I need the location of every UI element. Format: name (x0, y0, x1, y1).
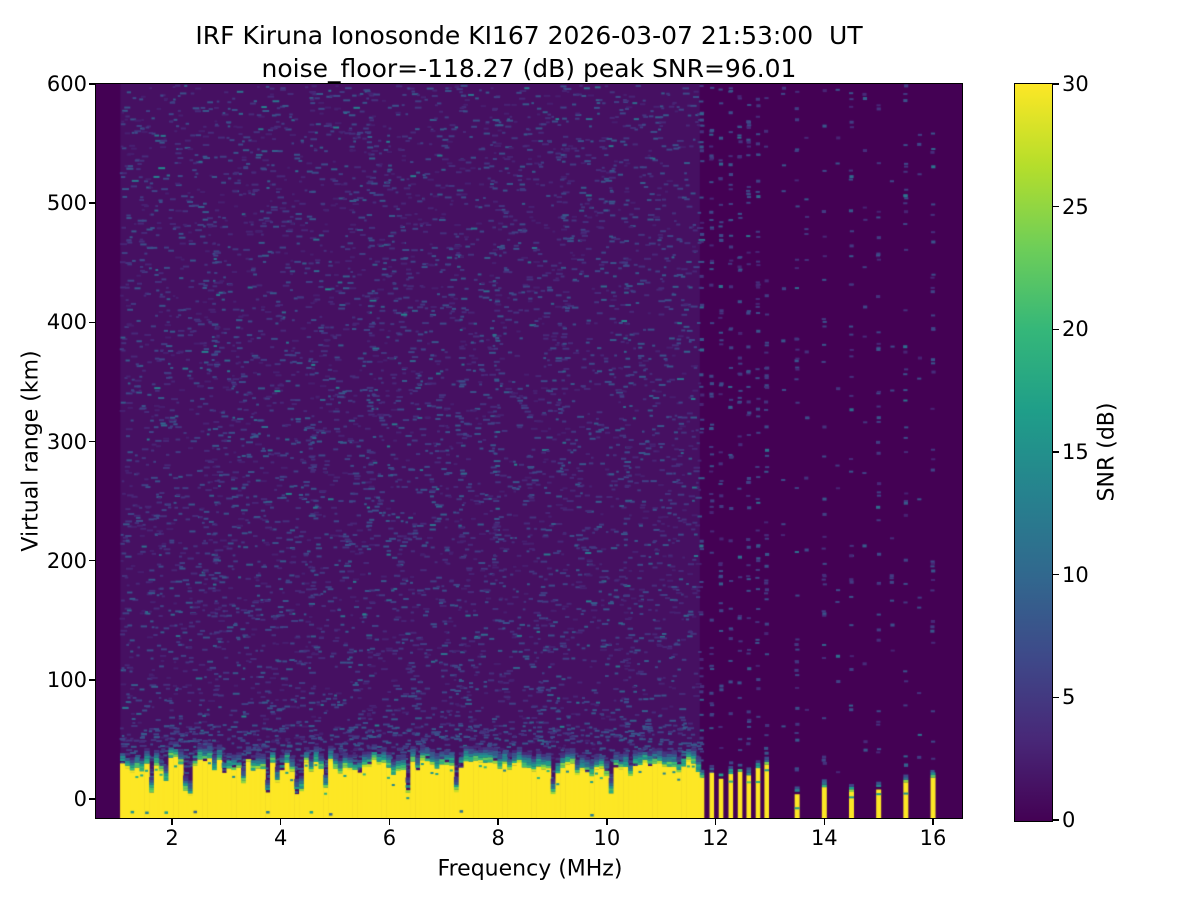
colorbar-tick-label: 30 (1062, 72, 1089, 96)
chart-title: IRF Kiruna Ionosonde KI167 2026-03-07 21… (195, 21, 863, 50)
chart-subtitle: noise_floor=-118.27 (dB) peak SNR=96.01 (261, 54, 797, 83)
colorbar-tick-mark (1053, 573, 1059, 576)
colorbar-tick-mark (1053, 328, 1059, 331)
x-tick-mark (823, 819, 826, 825)
x-tick-label: 14 (810, 826, 838, 850)
colorbar-tick-label: 5 (1062, 685, 1076, 710)
ionogram-heatmap (96, 84, 962, 818)
colorbar-tick-label: 0 (1062, 808, 1076, 832)
y-tick-mark (89, 83, 95, 85)
y-tick-label: 0 (73, 787, 87, 812)
x-tick-mark (279, 819, 282, 825)
y-tick-mark (89, 559, 95, 562)
y-tick-label: 600 (46, 72, 87, 96)
colorbar-tick-mark (1053, 696, 1059, 699)
colorbar-tick-mark (1053, 205, 1059, 208)
y-tick-mark (89, 798, 95, 800)
x-tick-label: 8 (491, 826, 505, 850)
x-tick-label: 2 (165, 826, 179, 850)
y-tick-label: 200 (46, 548, 87, 573)
y-tick-label: 400 (46, 310, 87, 335)
y-tick-label: 100 (46, 667, 87, 692)
y-tick-mark (89, 679, 95, 681)
colorbar-tick-label: 10 (1062, 562, 1089, 587)
colorbar-tick-mark (1053, 451, 1059, 453)
y-tick-label: 500 (46, 191, 87, 216)
x-tick-label: 12 (702, 826, 729, 850)
x-tick-mark (932, 819, 934, 825)
y-tick-mark (89, 440, 95, 443)
x-tick-mark (171, 819, 173, 825)
colorbar-tick-mark (1053, 83, 1059, 85)
colorbar-tick-label: 25 (1062, 194, 1089, 219)
y-tick-label: 300 (46, 429, 87, 454)
plot-area (95, 83, 963, 819)
x-tick-mark (606, 819, 608, 825)
y-tick-mark (89, 321, 95, 324)
x-tick-label: 6 (382, 826, 397, 850)
x-tick-label: 10 (593, 826, 621, 850)
colorbar (1014, 83, 1053, 822)
y-tick-mark (89, 202, 95, 204)
colorbar-tick-label: 20 (1062, 317, 1089, 342)
x-tick-label: 4 (274, 826, 288, 850)
x-tick-mark (388, 819, 391, 825)
x-axis-label: Frequency (MHz) (437, 856, 623, 882)
colorbar-tick-label: 15 (1062, 440, 1089, 464)
colorbar-tick-mark (1053, 819, 1059, 821)
x-tick-label: 16 (919, 826, 947, 850)
x-tick-mark (714, 819, 717, 825)
x-tick-mark (497, 819, 499, 825)
